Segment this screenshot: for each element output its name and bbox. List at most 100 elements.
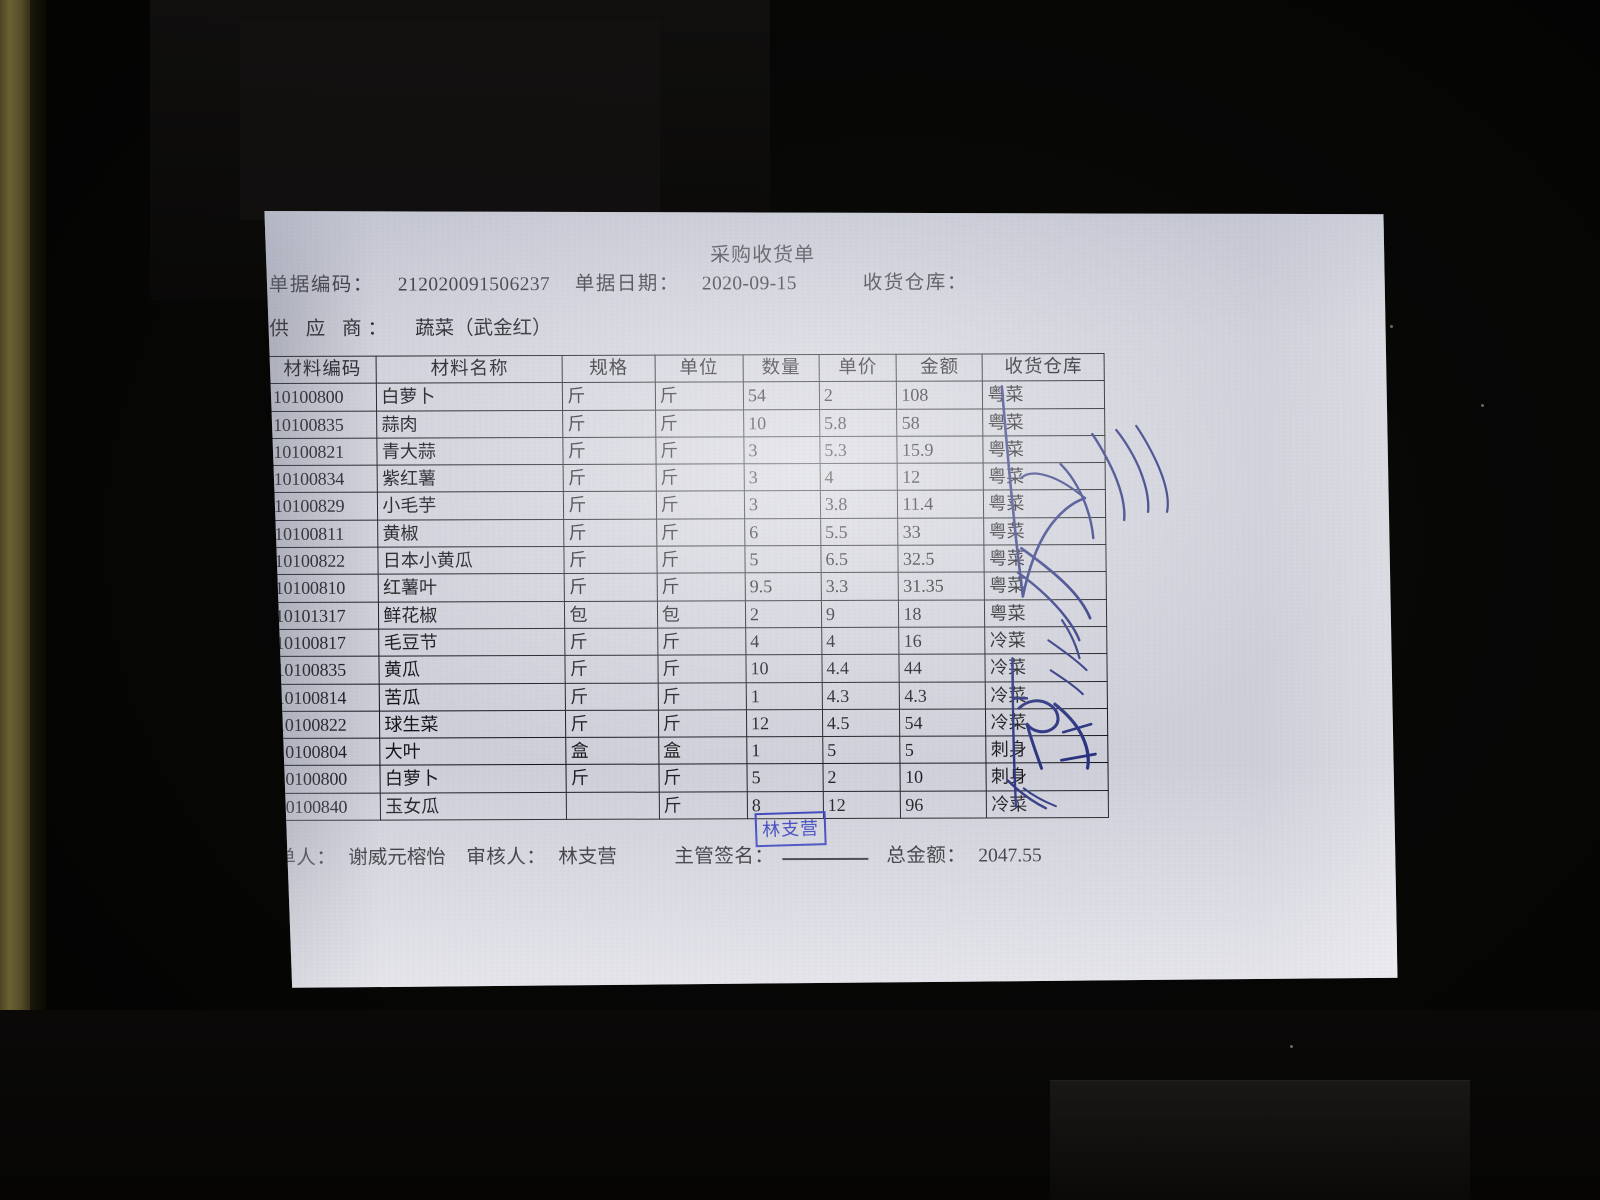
cell-unit: 斤 xyxy=(655,382,743,410)
cell-warehouse: 粤菜 xyxy=(984,490,1106,518)
table-body: 10100800 白萝卜斤斤 54 2 108 粤菜 10100835 蒜肉斤斤 10 5.8 58… xyxy=(268,381,1108,821)
cell-unit: 斤 xyxy=(656,464,744,492)
cell-price: 5.3 xyxy=(820,436,898,464)
cell-unit: 斤 xyxy=(657,546,745,574)
cell-code: 10100814 xyxy=(271,684,380,712)
document-footer: 单人： 谢威元榕怡 审核人： 林支营 主管签名： 总金额： 2047.55 xyxy=(268,837,1396,841)
col-header-code: 材料编码 xyxy=(268,356,377,384)
cell-warehouse: 刺身 xyxy=(986,763,1108,791)
table-row: 10101317 鲜花椒包包 2 9 18 粤菜 xyxy=(270,599,1106,629)
cell-price: 4.5 xyxy=(822,709,900,737)
col-header-warehouse: 收货仓库 xyxy=(983,354,1105,382)
cell-amount: 11.4 xyxy=(898,490,984,518)
cell-name: 蒜肉 xyxy=(377,410,563,438)
cell-price: 12 xyxy=(823,791,901,819)
dust-speck xyxy=(1290,1045,1293,1048)
cell-code: 10100810 xyxy=(270,574,379,602)
doc-date-label: 单据日期： xyxy=(574,273,680,295)
cell-amount: 18 xyxy=(899,600,985,628)
cell-unit: 斤 xyxy=(659,792,747,820)
col-header-spec: 规格 xyxy=(562,355,655,383)
cell-quantity: 1 xyxy=(747,737,823,765)
cell-price: 3.8 xyxy=(820,491,898,519)
cell-name: 黄瓜 xyxy=(379,656,565,684)
cell-amount: 12 xyxy=(898,463,984,491)
cell-spec: 斤 xyxy=(566,765,659,793)
field-header-warehouse: 收货仓库： xyxy=(863,265,982,294)
cell-unit: 斤 xyxy=(656,491,744,519)
table-row: 10100840 玉女瓜斤 8 12 96 冷菜 xyxy=(272,790,1108,820)
dust-speck xyxy=(1390,325,1393,328)
cell-code: 10100829 xyxy=(269,493,378,521)
manager-label: 主管签名： xyxy=(674,846,775,868)
cell-warehouse: 冷菜 xyxy=(986,708,1108,736)
items-table-container: 材料编码 材料名称 规格 单位 数量 单价 金额 收货仓库 10100800 白萝… xyxy=(268,353,1109,821)
cell-price: 2 xyxy=(823,764,901,792)
cell-code: 10100835 xyxy=(269,411,378,439)
cell-amount: 44 xyxy=(899,654,985,682)
cell-quantity: 1 xyxy=(746,682,822,710)
cell-amount: 16 xyxy=(899,627,985,655)
maker-label: 单人： xyxy=(276,847,337,869)
cell-code: 10100821 xyxy=(269,438,378,466)
cell-unit: 斤 xyxy=(656,519,744,547)
auditor-label: 审核人： xyxy=(466,846,547,869)
cell-name: 玉女瓜 xyxy=(381,792,567,820)
cell-price: 3.3 xyxy=(821,573,899,601)
cell-warehouse: 粤菜 xyxy=(984,517,1106,545)
col-header-price: 单价 xyxy=(819,354,897,382)
cell-name: 白萝卜 xyxy=(380,765,566,793)
cell-spec: 斤 xyxy=(564,519,657,547)
table-row: 10100835 黄瓜斤斤 10 4.4 44 冷菜 xyxy=(271,654,1107,684)
cell-warehouse: 粤菜 xyxy=(983,435,1105,463)
cell-price: 5 xyxy=(823,736,901,764)
cell-warehouse: 冷菜 xyxy=(985,627,1107,655)
cell-amount: 4.3 xyxy=(900,682,986,710)
field-doc-code: 单据编码： 212020091506237 xyxy=(269,267,551,297)
table-row: 10100822 日本小黄瓜斤斤 5 6.5 32.5 粤菜 xyxy=(270,545,1106,575)
cell-price: 6.5 xyxy=(821,545,899,573)
col-header-unit: 单位 xyxy=(655,355,743,383)
cell-quantity: 3 xyxy=(744,491,820,519)
col-header-quantity: 数量 xyxy=(743,355,819,383)
cell-unit: 斤 xyxy=(658,710,746,738)
background-panel-inner xyxy=(240,20,660,220)
cell-warehouse: 刺身 xyxy=(986,736,1108,764)
cell-warehouse: 粤菜 xyxy=(983,408,1105,436)
cell-amount: 32.5 xyxy=(898,545,984,573)
cell-quantity: 5 xyxy=(745,546,821,574)
cell-quantity: 10 xyxy=(746,655,822,683)
cell-price: 4.3 xyxy=(822,682,900,710)
approval-stamp: 林支营 xyxy=(755,811,827,847)
cell-warehouse: 粤菜 xyxy=(983,381,1105,409)
cell-code: 10100822 xyxy=(271,711,380,739)
cell-price: 5.8 xyxy=(819,409,897,437)
cell-quantity: 2 xyxy=(745,600,821,628)
supplier-value: 蔬菜（武金红） xyxy=(414,317,552,340)
cell-quantity: 6 xyxy=(745,518,821,546)
cell-warehouse: 冷菜 xyxy=(985,654,1107,682)
table-row: 10100811 黄椒斤斤 6 5.5 33 粤菜 xyxy=(270,517,1106,547)
cell-spec: 斤 xyxy=(566,710,659,738)
cell-price: 5.5 xyxy=(820,518,898,546)
cell-name: 小毛芋 xyxy=(378,492,564,520)
cell-price: 4 xyxy=(820,463,898,491)
cell-spec: 斤 xyxy=(565,573,658,601)
total-value: 2047.55 xyxy=(978,845,1042,867)
page-title: 采购收货单 xyxy=(709,244,816,267)
field-supplier: 供 应 商： 蔬菜（武金红） xyxy=(269,311,552,341)
footer-total: 总金额： 2047.55 xyxy=(886,838,1042,868)
cell-unit: 斤 xyxy=(658,655,746,683)
cell-spec: 斤 xyxy=(564,492,657,520)
cell-price: 9 xyxy=(821,600,899,628)
cell-amount: 31.35 xyxy=(899,572,985,600)
cell-code: 10100804 xyxy=(272,738,381,766)
cell-spec xyxy=(567,792,660,820)
signature-blank-line xyxy=(782,844,868,860)
cell-name: 苦瓜 xyxy=(380,683,566,711)
cell-spec: 包 xyxy=(565,601,658,629)
cell-warehouse: 粤菜 xyxy=(985,599,1107,627)
cell-amount: 58 xyxy=(897,409,983,437)
cell-name: 红薯叶 xyxy=(378,574,564,602)
